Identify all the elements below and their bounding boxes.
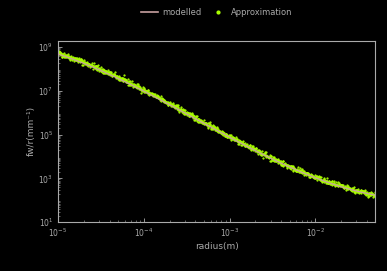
modelled (56, 52, 60, 56)
modelled (309, 175, 313, 178)
Approximation (56, 51, 60, 54)
Approximation (303, 172, 308, 175)
Approximation (309, 174, 313, 177)
Line: modelled: modelled (58, 54, 375, 195)
modelled (184, 112, 189, 115)
Approximation (274, 159, 278, 162)
Approximation (195, 118, 200, 121)
modelled (373, 193, 378, 197)
Legend: modelled, Approximation: modelled, Approximation (138, 5, 295, 21)
X-axis label: radius(m): radius(m) (195, 242, 239, 251)
Approximation (88, 63, 93, 67)
Y-axis label: fw/r(mm⁻¹): fw/r(mm⁻¹) (27, 107, 36, 156)
modelled (88, 64, 93, 68)
modelled (195, 118, 200, 122)
modelled (303, 172, 308, 176)
Line: Approximation: Approximation (58, 53, 375, 195)
Approximation (184, 111, 189, 115)
Approximation (373, 193, 378, 196)
modelled (274, 159, 278, 162)
